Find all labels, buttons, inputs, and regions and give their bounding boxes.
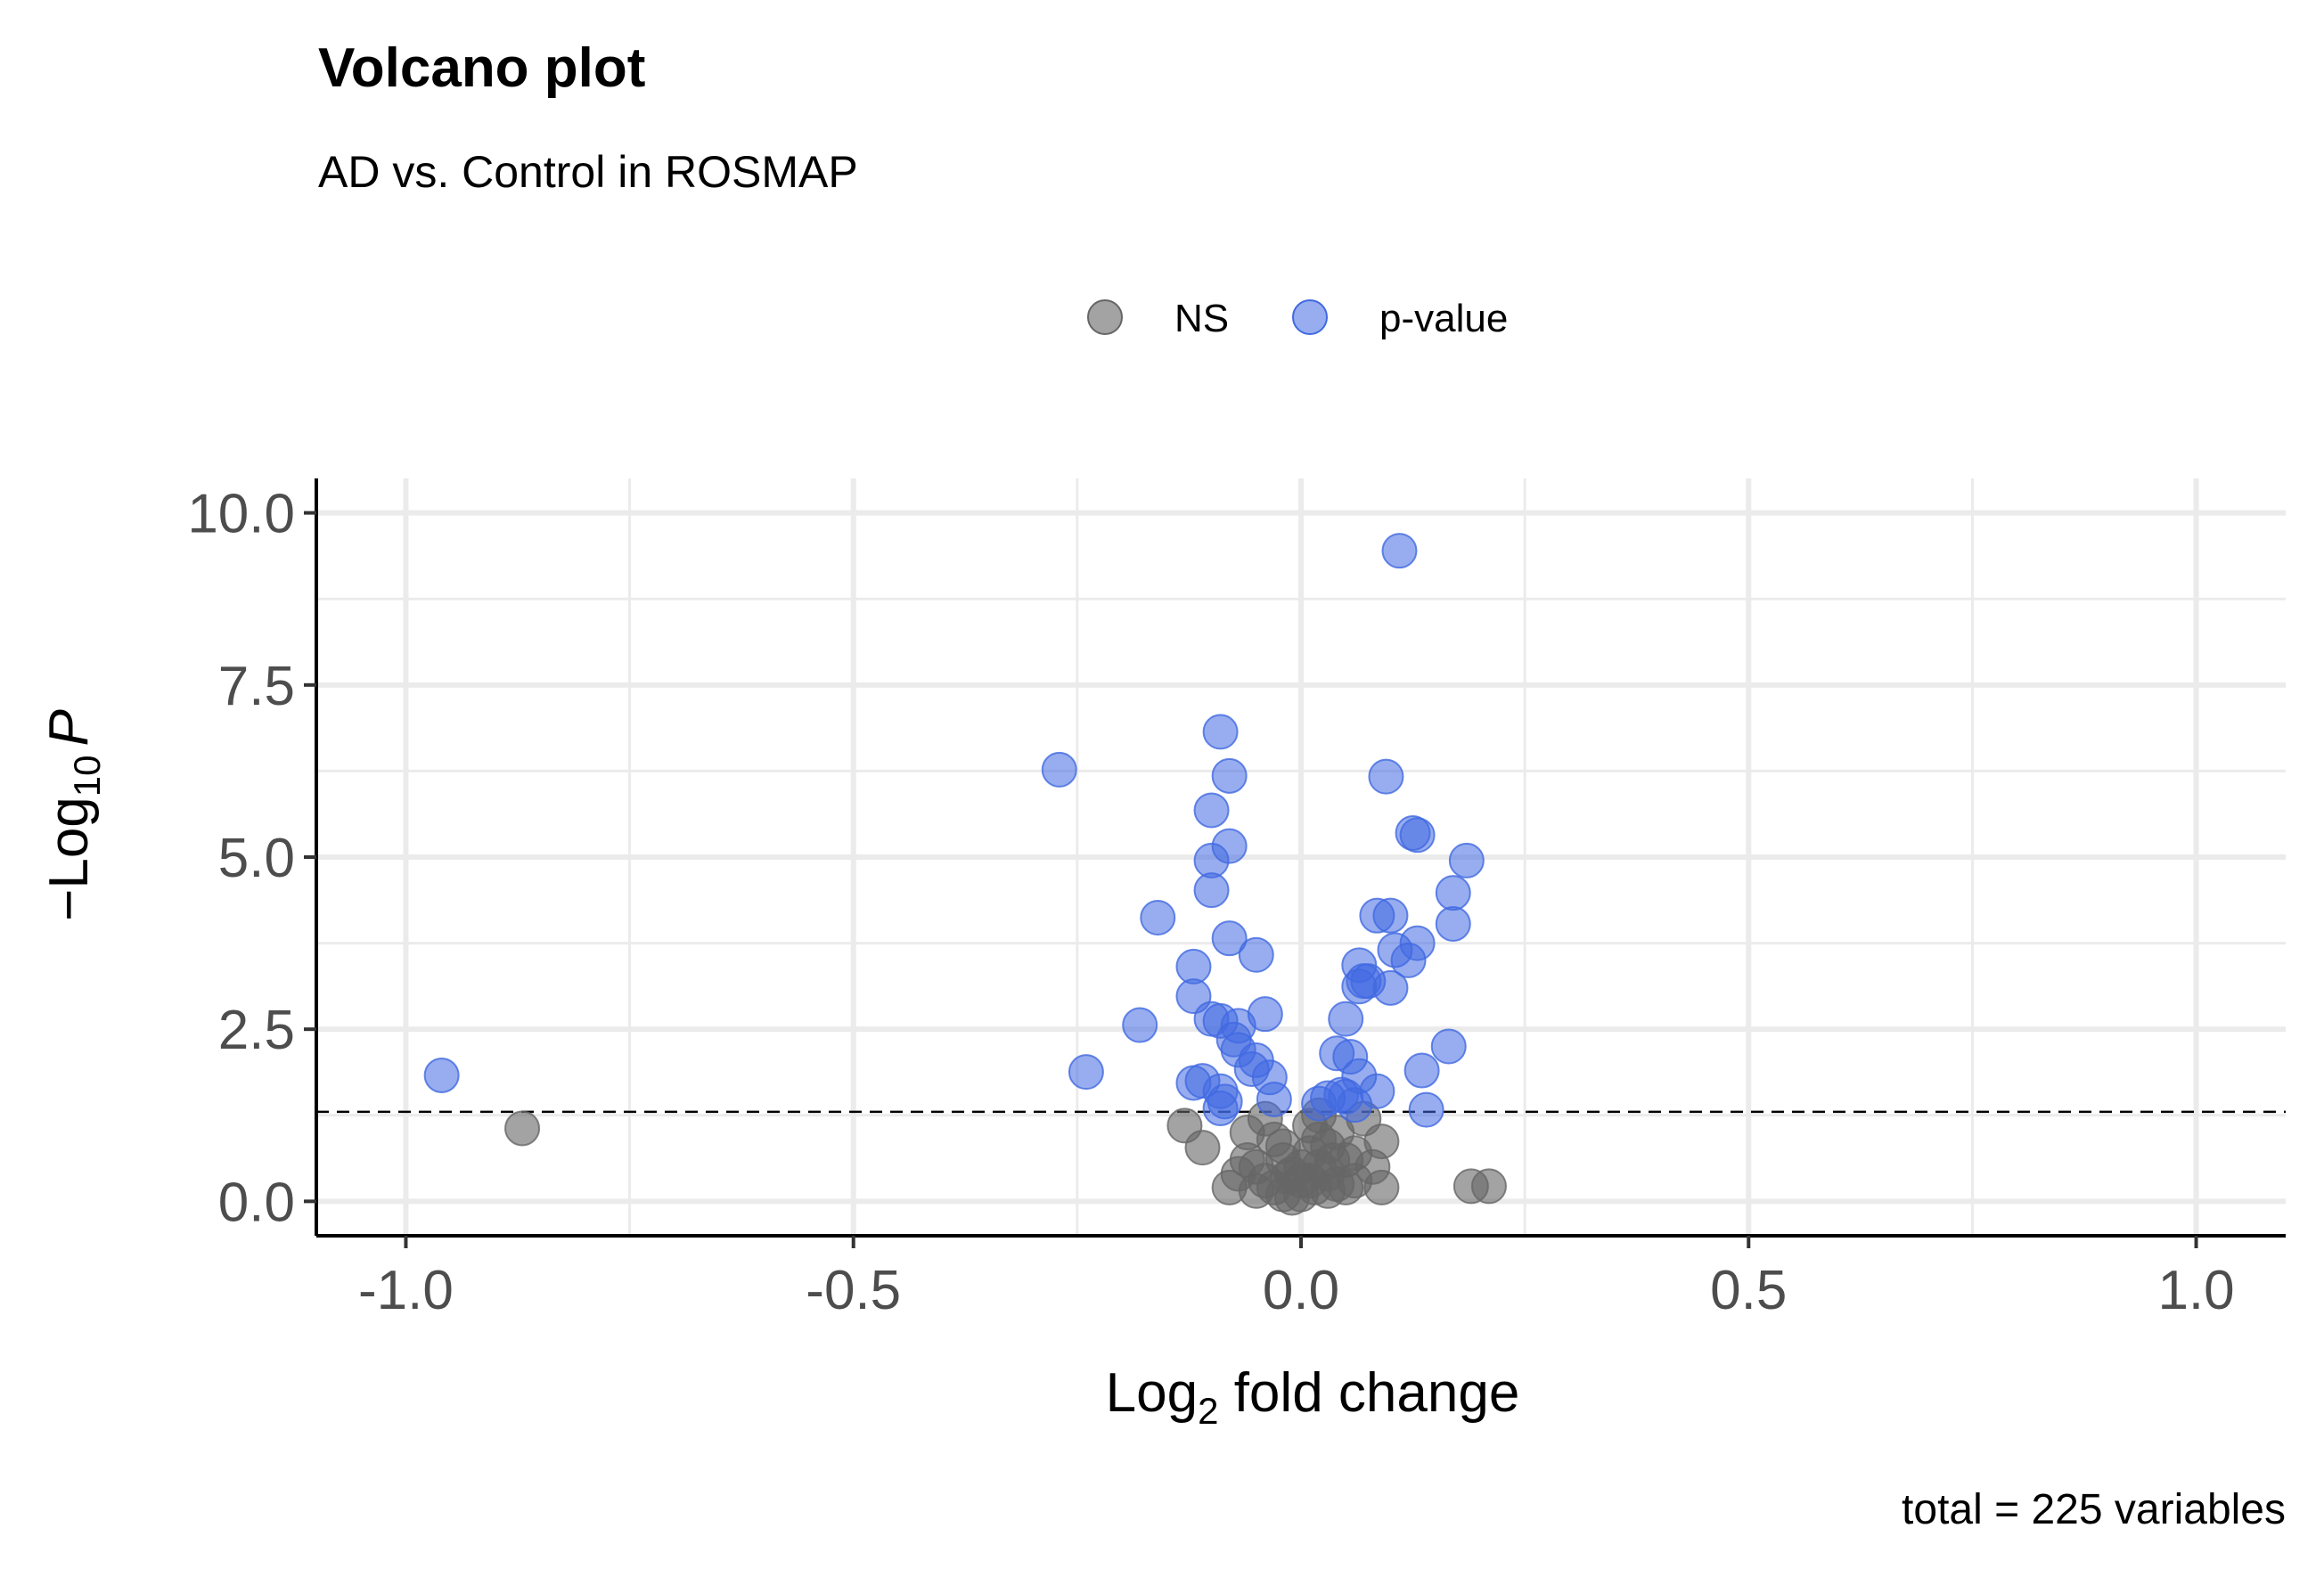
pvalue-point: [1211, 920, 1248, 957]
pvalue-point: [423, 1057, 460, 1093]
y-tick-label: 7.5: [218, 656, 295, 717]
y-axis-title-prefix: −Log: [38, 797, 100, 921]
ns-point: [504, 1110, 541, 1147]
legend-key-ns: [1087, 299, 1123, 335]
pvalue-point: [1068, 1054, 1104, 1091]
pvalue-point: [1403, 1052, 1440, 1089]
x-tick-label: 0.5: [1710, 1260, 1787, 1321]
y-axis-title: −Log10 P: [38, 709, 108, 921]
ns-point: [1354, 1148, 1391, 1185]
chart-title: Volcano plot: [318, 37, 645, 99]
ns-point: [1184, 1130, 1221, 1166]
x-axis-title-rest: fold change: [1218, 1362, 1519, 1424]
x-tick-label: -1.0: [358, 1260, 454, 1321]
pvalue-point: [1193, 872, 1230, 909]
pvalue-point: [1310, 1080, 1346, 1116]
y-axis-title-subscript: 10: [66, 755, 108, 797]
y-tick-label: 10.0: [187, 484, 295, 545]
pvalue-point: [1368, 758, 1404, 795]
legend-label-ns: NS: [1174, 297, 1229, 340]
pvalue-point: [1399, 817, 1436, 854]
ns-point: [1297, 1169, 1333, 1205]
x-axis-ticks: -1.0 -0.5 0.0 0.5 1.0: [358, 1236, 2235, 1321]
legend: NS p-value: [1087, 297, 1508, 340]
pvalue-point: [1372, 897, 1409, 934]
x-tick-label: 1.0: [2157, 1260, 2234, 1321]
legend-label-pvalue: p-value: [1379, 297, 1508, 340]
pvalue-point: [1435, 905, 1471, 942]
pvalue-point: [1381, 533, 1418, 569]
pvalue-point: [1202, 714, 1239, 750]
pvalue-point: [1408, 1091, 1444, 1128]
ns-point: [1314, 1142, 1351, 1178]
x-tick-label: -0.5: [806, 1260, 901, 1321]
pvalue-point: [1448, 842, 1485, 878]
pvalue-point: [1041, 751, 1077, 788]
y-tick-label: 2.5: [218, 1000, 295, 1061]
x-axis-title: Log2 fold change: [1106, 1362, 1520, 1432]
pvalue-point: [1341, 968, 1378, 1005]
pvalue-point: [1430, 1028, 1467, 1065]
x-axis-title-base: Log: [1106, 1362, 1198, 1424]
chart-subtitle: AD vs. Control in ROSMAP: [318, 147, 858, 197]
pvalue-point: [1328, 1001, 1364, 1037]
ns-point: [1220, 1156, 1256, 1192]
x-axis-title-subscript: 2: [1198, 1390, 1218, 1432]
pvalue-point: [1435, 875, 1471, 911]
series-pvalue: [423, 533, 1485, 1128]
pvalue-point: [1256, 1082, 1292, 1117]
ns-point: [1470, 1168, 1507, 1205]
pvalue-point: [1202, 1091, 1239, 1127]
pvalue-point: [1238, 936, 1274, 973]
pvalue-point: [1193, 792, 1230, 829]
chart-caption: total = 225 variables: [1902, 1486, 2286, 1533]
pvalue-point: [1372, 969, 1409, 1006]
pvalue-point: [1140, 900, 1176, 936]
y-tick-label: 0.0: [218, 1172, 295, 1233]
pvalue-point: [1122, 1007, 1158, 1043]
y-axis-title-variable: P: [38, 709, 100, 746]
pvalue-point: [1390, 942, 1427, 978]
x-tick-label: 0.0: [1263, 1260, 1339, 1321]
series-ns: [504, 1097, 1507, 1216]
legend-key-pvalue: [1292, 299, 1328, 335]
y-tick-label: 5.0: [218, 828, 295, 889]
pvalue-point: [1211, 757, 1248, 794]
y-axis-ticks: 0.0 2.5 5.0 7.5 10.0: [187, 484, 316, 1233]
